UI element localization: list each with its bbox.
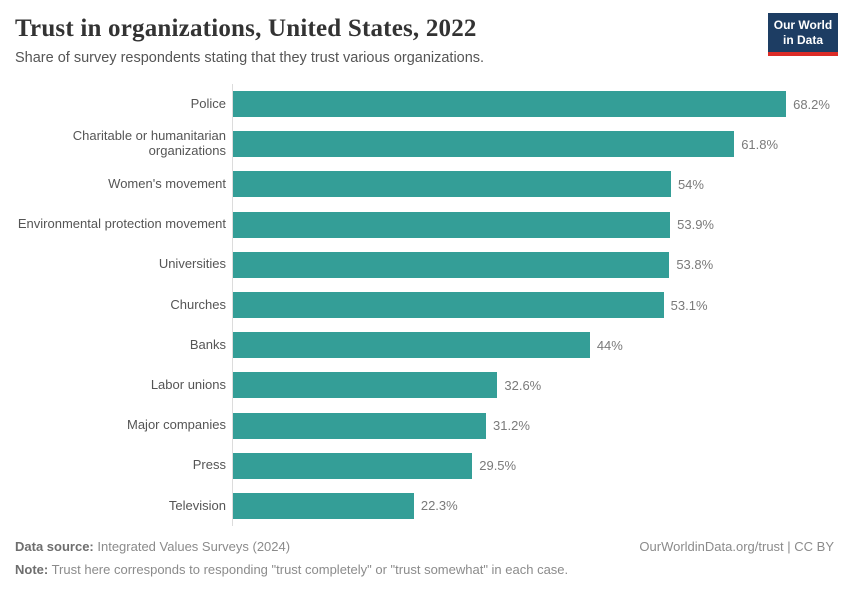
value-label: 44%: [596, 337, 623, 353]
note-value: Trust here corresponds to responding "tr…: [48, 562, 569, 578]
category-label-television: Television: [168, 497, 226, 513]
bar-row: Television 22.3%: [0, 485, 850, 527]
bar-row: Major companies 31.2%: [0, 405, 850, 446]
bar-row: Banks 44%: [0, 325, 850, 366]
owid-logo: Our World in Data: [768, 13, 838, 56]
bar-row: Universities 53.8%: [0, 244, 850, 285]
owid-logo-line2: in Data: [782, 33, 823, 47]
category-label-women-s-movement: Women's movement: [108, 176, 226, 191]
value-label: 61.8%: [741, 136, 779, 152]
plot-area: 44%: [232, 325, 850, 366]
plot-area: 53.1%: [232, 284, 850, 326]
category-label-police: Police: [190, 95, 226, 111]
bar-charitable-or-humanitarian-organizations[interactable]: [233, 131, 735, 158]
value-label: 22.3%: [420, 498, 458, 514]
plot-area: 61.8%: [232, 124, 850, 165]
plot-area: 31.2%: [232, 405, 850, 446]
bar-row: Churches 53.1%: [0, 284, 850, 326]
category-label-banks: Banks: [189, 336, 226, 352]
value-label: 53.1%: [670, 297, 708, 313]
plot-area: 29.5%: [232, 445, 850, 486]
chart-footer: Data source: Integrated Values Surveys (…: [0, 539, 850, 577]
page-title: Trust in organizations, United States, 2…: [15, 15, 477, 42]
value-label: 53.8%: [676, 257, 714, 273]
credit-link[interactable]: OurWorldinData.org/trust | CC BY: [639, 539, 834, 555]
bar-chart: Police 68.2% Charitable or humanitarian or…: [0, 84, 850, 527]
category-label-press: Press: [192, 457, 226, 473]
bar-press[interactable]: [233, 452, 473, 479]
value-label: 68.2%: [793, 96, 830, 112]
chart-header: Trust in organizations, United States, 2…: [0, 0, 850, 66]
bar-row: Women's movement 54%: [0, 164, 850, 205]
bar-row: Labor unions 32.6%: [0, 365, 850, 406]
chart-note: Note: Trust here corresponds to respondi…: [15, 562, 834, 577]
chart-subtitle: Share of survey respondents stating that…: [15, 50, 485, 66]
value-label: 54%: [677, 176, 704, 192]
bar-major-companies[interactable]: [233, 412, 487, 439]
value-label: 32.6%: [504, 377, 542, 393]
bar-labor-unions[interactable]: [233, 372, 498, 399]
plot-area: 53.8%: [232, 244, 850, 285]
plot-area: 53.9%: [232, 204, 850, 245]
value-label: 31.2%: [493, 418, 530, 434]
category-label-churches: Churches: [170, 296, 226, 312]
category-label-universities: Universities: [158, 256, 226, 272]
bar-police[interactable]: [233, 91, 787, 118]
category-label-major-companies: Major companies: [127, 417, 226, 433]
plot-area: 68.2%: [232, 84, 850, 125]
bar-banks[interactable]: [233, 332, 590, 359]
bar-television[interactable]: [233, 492, 414, 519]
value-label: 53.9%: [677, 217, 714, 233]
note-label: Note:: [15, 562, 49, 578]
bar-universities[interactable]: [233, 251, 670, 278]
owid-logo-line1: Our World: [773, 18, 833, 32]
category-label-charitable-or-humanitarian-organizations: Charitable or humanitarian organizations: [72, 128, 226, 159]
plot-area: 22.3%: [232, 485, 850, 527]
bar-environmental-protection-movement[interactable]: [233, 211, 671, 238]
category-label-labor-unions: Labor unions: [150, 376, 226, 392]
data-source: Data source: Integrated Values Surveys (…: [15, 539, 290, 554]
bar-churches[interactable]: [233, 292, 664, 319]
plot-area: 54%: [232, 164, 850, 205]
data-source-value: Integrated Values Surveys (2024): [93, 539, 291, 555]
data-source-label: Data source:: [15, 539, 94, 555]
category-label-environmental-protection-movement: Environmental protection movement: [17, 216, 226, 232]
bar-row: Press 29.5%: [0, 445, 850, 486]
bar-row: Environmental protection movement 53.9%: [0, 204, 850, 245]
plot-area: 32.6%: [232, 365, 850, 406]
bar-women-s-movement[interactable]: [233, 171, 671, 198]
value-label: 29.5%: [479, 458, 517, 474]
bar-row: Charitable or humanitarian organizations…: [0, 124, 850, 165]
bar-row: Police 68.2%: [0, 84, 850, 125]
